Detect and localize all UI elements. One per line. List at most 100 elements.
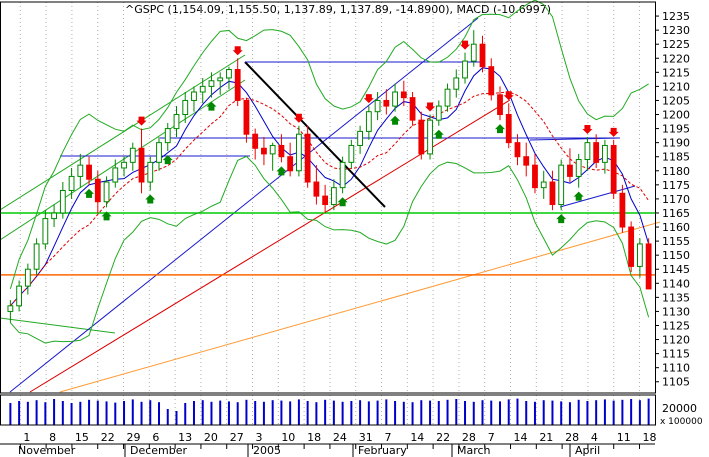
candle-body — [558, 164, 565, 206]
y-tick-label: 1235 — [662, 10, 690, 23]
buy-arrow — [162, 155, 173, 165]
x-day-label: 7 — [385, 431, 392, 444]
x-day-label: 14 — [514, 431, 528, 444]
y-tick-label: 1190 — [662, 137, 690, 150]
volume-unit-label: x 100000 — [660, 417, 703, 427]
x-day-label: 7 — [488, 431, 495, 444]
orange-trendline — [59, 221, 661, 393]
x-day-label: 10 — [281, 431, 295, 444]
candle-body — [68, 175, 75, 191]
y-tick-label: 1155 — [662, 235, 690, 248]
candle-body — [42, 218, 49, 245]
candle-body — [182, 99, 189, 116]
x-day-label: 4 — [591, 431, 598, 444]
candle-body — [567, 164, 573, 177]
y-tick-label: 1140 — [662, 277, 690, 290]
candle-body — [540, 181, 547, 189]
x-day-label: 15 — [75, 431, 89, 444]
candle-body — [339, 161, 346, 189]
candle-body — [269, 144, 276, 155]
candle-body — [619, 192, 626, 228]
y-tick-label: 1185 — [662, 151, 690, 164]
x-day-label: 14 — [410, 431, 424, 444]
candle-body — [435, 105, 442, 121]
green-short-line — [0, 317, 116, 334]
sell-arrow — [232, 46, 243, 56]
candle-body — [470, 43, 477, 62]
candle-body — [173, 114, 180, 130]
candle-body — [330, 187, 337, 206]
candle-body — [523, 156, 530, 166]
candle-body — [584, 142, 591, 161]
candle-body — [313, 181, 320, 197]
candle-body — [602, 144, 608, 163]
buy-arrow — [494, 124, 505, 134]
candle-body — [392, 91, 398, 107]
candle-body — [400, 91, 407, 99]
candle-body — [497, 94, 503, 116]
buy-arrow — [84, 188, 95, 198]
candle-body — [628, 226, 635, 267]
x-day-label: 20 — [204, 431, 218, 444]
buy-arrow — [573, 191, 584, 201]
candle-body — [234, 69, 241, 101]
sell-arrow — [582, 125, 593, 135]
candle-body — [593, 142, 600, 163]
candle-body — [479, 43, 486, 68]
month-label: April — [575, 444, 600, 457]
candle-body — [16, 285, 23, 307]
candle-body — [610, 144, 617, 194]
candle-body — [645, 243, 652, 290]
y-tick-label: 1110 — [662, 362, 690, 375]
buy-arrow — [337, 197, 348, 207]
candle-body — [278, 144, 285, 158]
y-tick-label: 1200 — [662, 109, 690, 122]
candle-body — [208, 80, 215, 87]
sell-arrow — [503, 91, 514, 101]
candle-body — [488, 66, 495, 96]
x-day-label: 8 — [49, 431, 56, 444]
x-day-label: 13 — [178, 431, 192, 444]
green-channel-lower — [0, 79, 246, 241]
x-day-label: 18 — [307, 431, 321, 444]
candle-body — [636, 243, 643, 267]
candle-body — [365, 111, 372, 132]
sell-arrow — [363, 94, 374, 104]
month-label: March — [457, 444, 491, 457]
candle-body — [94, 178, 101, 203]
candle-body — [77, 164, 84, 177]
candle-body — [261, 147, 267, 155]
x-day-label: 31 — [359, 431, 373, 444]
mid-band-line — [9, 91, 650, 307]
buy-arrow — [433, 129, 444, 139]
y-tick-label: 1105 — [662, 376, 690, 389]
candle-body — [322, 195, 329, 206]
x-day-label: 18 — [643, 431, 657, 444]
y-tick-label: 1230 — [662, 24, 690, 37]
sell-arrow — [136, 116, 147, 126]
volume-bars — [9, 398, 650, 425]
candle-body — [462, 60, 468, 79]
buy-arrow — [556, 214, 567, 224]
sell-arrow — [425, 102, 436, 112]
blue-wedge-upper — [529, 137, 621, 141]
candle-body — [138, 147, 145, 183]
candle-body — [103, 181, 110, 203]
y-tick-label: 1195 — [662, 123, 690, 136]
blue-long-trendline — [9, 17, 479, 393]
x-day-label: 21 — [539, 431, 553, 444]
signal-arrows — [84, 40, 619, 224]
sell-arrow — [608, 127, 619, 137]
candle-body — [549, 181, 556, 206]
x-day-label: 6 — [152, 431, 159, 444]
y-tick-label: 1210 — [662, 80, 690, 93]
candle-body — [243, 99, 250, 135]
candle-body — [199, 85, 206, 93]
x-day-label: 1 — [23, 431, 30, 444]
candle-body — [121, 161, 127, 169]
y-tick-label: 1170 — [662, 193, 690, 206]
candle-body — [51, 212, 57, 220]
candle-body — [191, 91, 197, 101]
red-long-trendline — [29, 99, 511, 393]
